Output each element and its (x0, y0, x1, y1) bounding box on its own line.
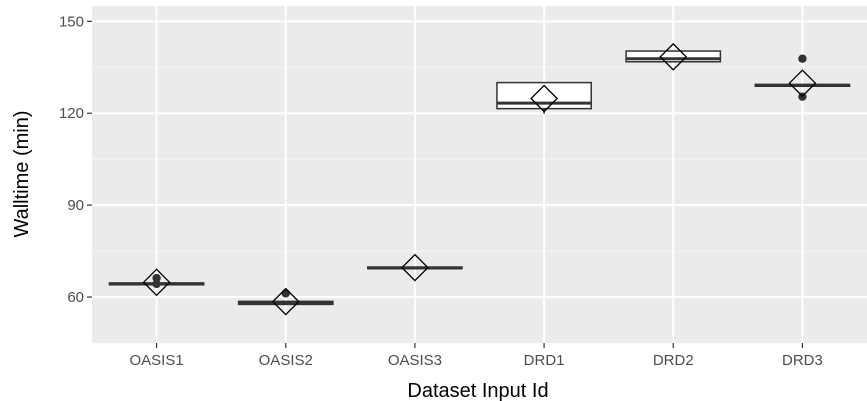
x-tick-label: OASIS1 (129, 352, 183, 369)
mean-marker (400, 253, 429, 282)
y-tick-label: 120 (59, 105, 84, 122)
x-axis-ticks: OASIS1 OASIS2 OASIS3 DRD1 DRD2 DRD3 (129, 343, 823, 369)
box-group-oasis1 (108, 268, 205, 297)
x-axis-title: Dataset Input Id (407, 380, 548, 401)
box-body (625, 50, 722, 63)
data-point (281, 289, 290, 298)
box-group-oasis2 (237, 287, 334, 316)
data-point (152, 279, 161, 289)
y-tick-label: 150 (59, 13, 84, 30)
box-group-drd1 (496, 81, 592, 114)
y-axis-title: Walltime (min) (11, 110, 33, 237)
x-tick-label: OASIS3 (388, 352, 442, 369)
x-tick-label: DRD2 (653, 352, 694, 369)
major-gridlines (92, 6, 867, 343)
x-tick-label: DRD1 (524, 352, 565, 369)
box-group-drd3 (754, 54, 851, 101)
data-point (152, 273, 161, 283)
x-tick-label: DRD3 (782, 352, 823, 369)
plot-panel (92, 6, 867, 343)
mean-marker (142, 268, 171, 297)
y-tick-label: 90 (67, 197, 84, 214)
y-tick-label: 60 (67, 289, 84, 306)
box-body (496, 81, 592, 110)
data-point (798, 54, 807, 63)
minor-gridlines (92, 66, 867, 344)
mean-marker (659, 42, 688, 71)
box-group-drd2 (625, 42, 722, 71)
box-series (108, 42, 851, 316)
mean-marker (271, 287, 300, 316)
box-group-oasis3 (367, 253, 463, 282)
x-tick-label: OASIS2 (259, 352, 313, 369)
mean-marker (788, 69, 817, 98)
y-axis-ticks: 60 90 120 150 (59, 13, 92, 306)
mean-marker (530, 84, 559, 113)
